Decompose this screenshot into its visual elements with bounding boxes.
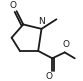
Text: O: O xyxy=(63,40,70,49)
Text: N: N xyxy=(38,17,45,26)
Text: O: O xyxy=(45,72,52,81)
Text: O: O xyxy=(10,1,17,10)
